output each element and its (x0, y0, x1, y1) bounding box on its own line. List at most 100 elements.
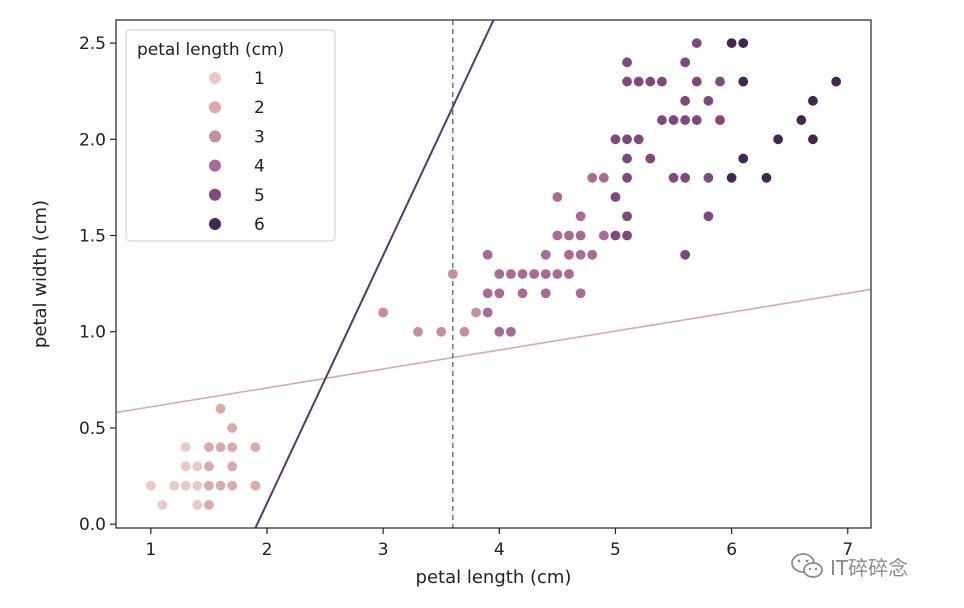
legend-marker (209, 188, 221, 201)
data-point (458, 326, 471, 338)
watermark: IT碎碎念 (790, 548, 908, 584)
data-point (574, 229, 587, 242)
x-tick-label: 3 (378, 540, 389, 560)
data-point (145, 479, 157, 492)
data-point (226, 460, 238, 473)
data-point (249, 441, 262, 453)
data-point (505, 268, 517, 280)
data-point (226, 479, 238, 492)
data-point (714, 114, 726, 126)
data-point (691, 114, 703, 126)
watermark-text: IT碎碎念 (830, 555, 909, 580)
data-point (156, 499, 169, 511)
data-point (725, 172, 738, 184)
data-point (737, 37, 749, 49)
data-point (551, 191, 564, 203)
data-point (574, 287, 587, 299)
data-point (609, 133, 622, 146)
legend-label: 1 (254, 69, 265, 89)
data-point (203, 499, 215, 511)
data-point (772, 133, 784, 146)
legend-marker (209, 130, 221, 143)
data-point (191, 460, 204, 473)
data-point (632, 133, 645, 146)
data-point (563, 229, 575, 242)
data-point (563, 249, 575, 261)
y-tick-label: 1.0 (79, 323, 106, 343)
data-point (377, 306, 389, 319)
legend-label: 5 (254, 186, 265, 206)
data-point (725, 37, 738, 49)
data-point (702, 172, 715, 184)
data-point (481, 306, 494, 319)
data-point (203, 479, 215, 492)
data-point (516, 287, 529, 299)
legend-label: 2 (254, 98, 265, 118)
data-point (179, 441, 192, 453)
data-point (598, 172, 610, 184)
data-point (679, 172, 691, 184)
data-point (691, 37, 703, 49)
data-point (528, 268, 540, 280)
data-point (540, 287, 552, 299)
data-point (481, 249, 494, 261)
legend-marker (209, 159, 221, 172)
y-tick-label: 0.0 (79, 515, 106, 535)
data-point (667, 114, 680, 126)
data-point (702, 95, 715, 107)
data-point (226, 422, 238, 434)
legend-label: 3 (254, 127, 265, 147)
x-tick-label: 5 (610, 540, 621, 560)
data-point (574, 249, 587, 261)
data-point (632, 75, 645, 88)
data-point (760, 172, 773, 184)
x-axis-label: petal length (cm) (416, 567, 572, 588)
data-point (644, 75, 657, 88)
data-point (226, 441, 238, 453)
x-tick-label: 2 (262, 540, 273, 560)
legend-marker (209, 72, 221, 84)
data-point (795, 114, 808, 126)
data-point (737, 152, 749, 165)
data-point (656, 75, 668, 88)
y-axis-label: petal width (cm) (30, 200, 51, 348)
data-point (447, 268, 459, 280)
data-point (203, 441, 215, 453)
data-point (586, 172, 598, 184)
data-point (516, 268, 529, 280)
legend-marker (209, 101, 221, 114)
data-point (203, 460, 215, 473)
data-point (179, 479, 192, 492)
y-tick-label: 0.5 (79, 419, 106, 439)
data-point (621, 172, 633, 184)
data-point (249, 479, 262, 492)
data-point (737, 75, 749, 88)
data-point (481, 287, 494, 299)
data-point (168, 479, 180, 492)
data-point (621, 75, 633, 88)
y-tick-label: 1.5 (79, 227, 106, 247)
data-point (621, 152, 633, 165)
data-point (621, 133, 633, 146)
data-point (505, 326, 517, 338)
data-point (435, 326, 447, 338)
data-point (214, 479, 227, 492)
data-point (609, 229, 622, 242)
legend-label: 6 (254, 215, 265, 235)
data-point (656, 114, 668, 126)
x-tick-label: 7 (842, 540, 853, 560)
wechat-icon (791, 553, 823, 578)
data-point (493, 268, 506, 280)
data-point (621, 210, 633, 222)
data-point (621, 229, 633, 242)
data-point (807, 95, 819, 107)
data-point (191, 499, 204, 511)
data-point (551, 229, 564, 242)
data-point (551, 268, 564, 280)
plot-frame (115, 19, 872, 529)
data-point (702, 210, 715, 222)
data-point (540, 268, 552, 280)
x-tick-label: 4 (494, 540, 505, 560)
data-point (179, 460, 192, 473)
